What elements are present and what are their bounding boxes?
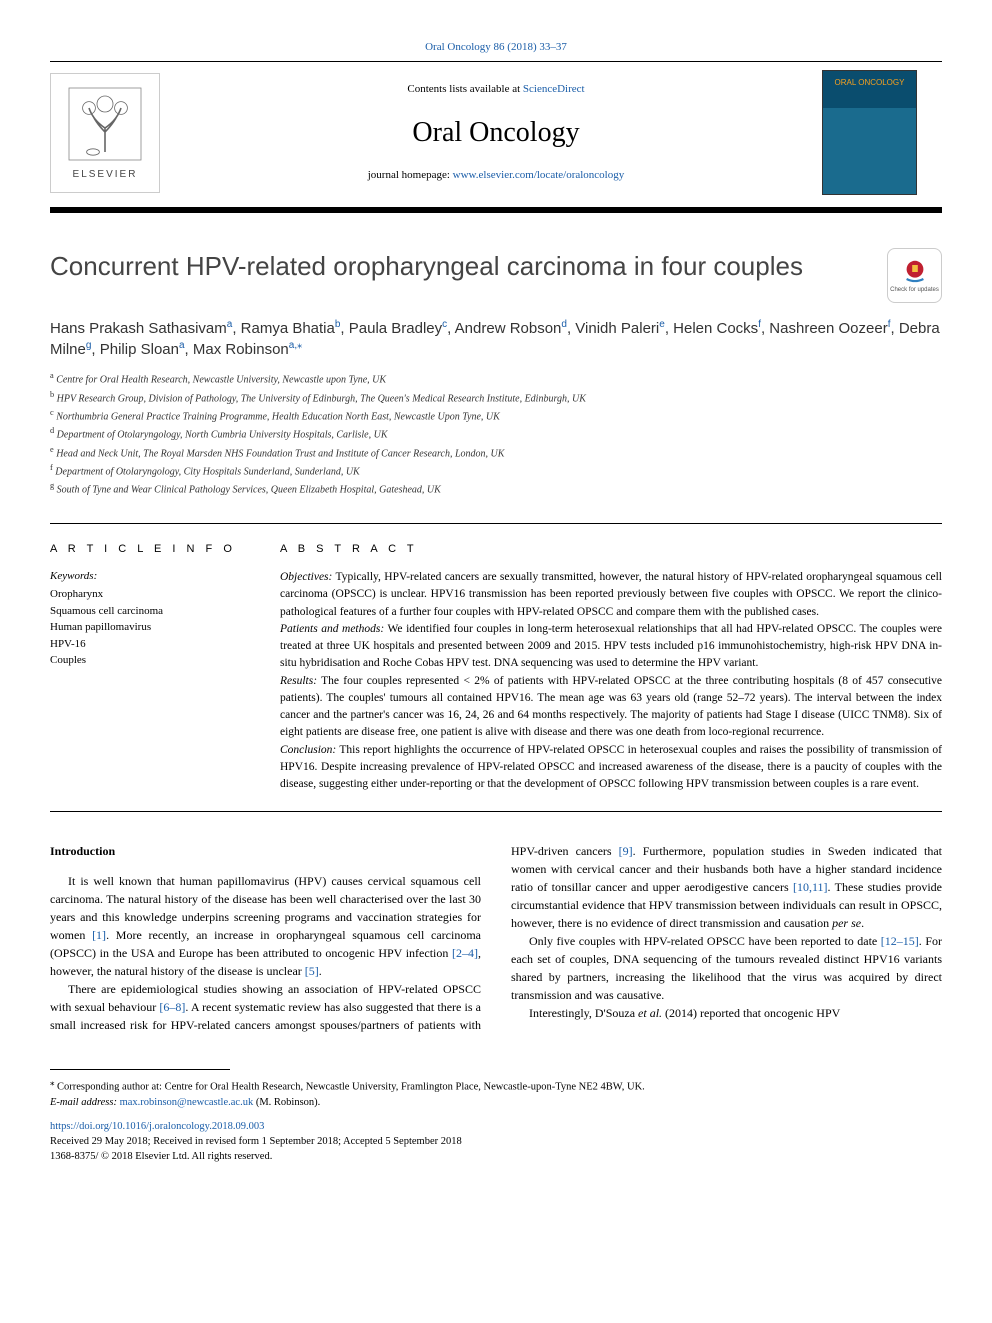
divider [50,811,942,812]
abstract-body: Objectives: Typically, HPV-related cance… [280,569,942,793]
affiliation-item: c Northumbria General Practice Training … [50,407,942,424]
top-citation-link[interactable]: Oral Oncology 86 (2018) 33–37 [425,41,567,53]
intro-paragraph-4: Interestingly, D'Souza et al. (2014) rep… [511,1004,942,1022]
affiliation-item: d Department of Otolaryngology, North Cu… [50,425,942,442]
results-label: Results: [280,675,317,687]
conclusion-text: This report highlights the occurrence of… [280,744,942,791]
article-info-label: A R T I C L E I N F O [50,542,250,557]
contents-line: Contents lists available at ScienceDirec… [180,82,812,97]
ref-9[interactable]: [9] [619,844,633,858]
doi-line: https://doi.org/10.1016/j.oraloncology.2… [50,1120,942,1135]
p1d: . [319,964,322,978]
objectives-label: Objectives: [280,571,332,583]
doi-link[interactable]: https://doi.org/10.1016/j.oraloncology.2… [50,1121,264,1132]
cover-thumb-title: ORAL ONCOLOGY [835,77,905,88]
received-dates: Received 29 May 2018; Received in revise… [50,1135,942,1150]
per-se: per se [832,916,861,930]
article-info-column: A R T I C L E I N F O Keywords: Orophary… [50,542,250,794]
keyword-item: Squamous cell carcinoma [50,603,250,620]
methods-label: Patients and methods: [280,623,384,635]
ref-6-8[interactable]: [6–8] [159,1000,185,1014]
affiliations-list: a Centre for Oral Health Research, Newca… [50,370,942,497]
affiliation-item: e Head and Neck Unit, The Royal Marsden … [50,444,942,461]
journal-cover-thumbnail: ORAL ONCOLOGY [822,70,917,195]
check-updates-label: Check for updates [890,286,939,294]
check-updates-badge[interactable]: Check for updates [887,248,942,303]
ref-12-15[interactable]: [12–15] [881,934,919,948]
contents-prefix: Contents lists available at [407,83,522,95]
title-row: Concurrent HPV-related oropharyngeal car… [50,248,942,303]
keyword-item: Oropharynx [50,586,250,603]
p4a: Only five couples with HPV-related OPSCC… [529,934,881,948]
copyright-line: 1368-8375/ © 2018 Elsevier Ltd. All righ… [50,1150,942,1165]
authors-list: Hans Prakash Sathasivama, Ramya Bhatiab,… [50,318,942,360]
affiliation-item: a Centre for Oral Health Research, Newca… [50,370,942,387]
corr-email-link[interactable]: max.robinson@newcastle.ac.uk [120,1097,254,1108]
ref-2-4[interactable]: [2–4] [452,946,478,960]
ref-5[interactable]: [5] [305,964,319,978]
journal-name: Oral Oncology [180,113,812,152]
footnote-divider [50,1069,230,1070]
keyword-item: Couples [50,652,250,669]
objectives-text: Typically, HPV-related cancers are sexua… [280,571,942,618]
introduction-heading: Introduction [50,842,481,860]
affiliation-item: b HPV Research Group, Division of Pathol… [50,389,942,406]
homepage-link[interactable]: www.elsevier.com/locate/oraloncology [453,169,625,181]
sciencedirect-link[interactable]: ScienceDirect [523,83,585,95]
header-center: Contents lists available at ScienceDirec… [180,82,812,184]
article-body: Introduction It is well known that human… [50,842,942,1034]
keyword-item: HPV-16 [50,636,250,653]
conclusion-label: Conclusion: [280,744,336,756]
et-al: et al. [638,1006,662,1020]
corresponding-author-footnote: ⁎ Corresponding author at: Centre for Or… [50,1076,942,1110]
abstract-label: A B S T R A C T [280,542,942,557]
journal-header: ELSEVIER Contents lists available at Sci… [50,61,942,213]
p3d: . [861,916,864,930]
p1b: . More recently, an increase in orophary… [50,928,481,960]
corr-text: Corresponding author at: Centre for Oral… [54,1082,644,1093]
elsevier-logo: ELSEVIER [50,73,160,193]
divider [50,523,942,524]
intro-paragraph-3: Only five couples with HPV-related OPSCC… [511,932,942,1004]
info-abstract-row: A R T I C L E I N F O Keywords: Orophary… [50,542,942,794]
ref-1[interactable]: [1] [92,928,106,942]
homepage-prefix: journal homepage: [368,169,453,181]
results-text: The four couples represented < 2% of pat… [280,675,942,739]
homepage-line: journal homepage: www.elsevier.com/locat… [180,168,812,183]
keyword-item: Human papillomavirus [50,619,250,636]
check-updates-icon [901,258,929,286]
intro-paragraph-1: It is well known that human papillomavir… [50,872,481,980]
elsevier-logo-text: ELSEVIER [73,168,138,182]
email-suffix: (M. Robinson). [253,1097,320,1108]
p5-prefix: Interestingly, D'Souza [529,1006,638,1020]
keywords-label: Keywords: [50,569,250,584]
email-label: E-mail address: [50,1097,120,1108]
keywords-list: OropharynxSquamous cell carcinomaHuman p… [50,586,250,669]
p5-suffix: (2014) reported that oncogenic HPV [662,1006,840,1020]
article-title: Concurrent HPV-related oropharyngeal car… [50,248,867,284]
top-citation: Oral Oncology 86 (2018) 33–37 [50,40,942,55]
affiliation-item: f Department of Otolaryngology, City Hos… [50,462,942,479]
affiliation-item: g South of Tyne and Wear Clinical Pathol… [50,480,942,497]
abstract-column: A B S T R A C T Objectives: Typically, H… [280,542,942,794]
ref-10-11[interactable]: [10,11] [793,880,828,894]
elsevier-tree-icon [65,84,145,164]
